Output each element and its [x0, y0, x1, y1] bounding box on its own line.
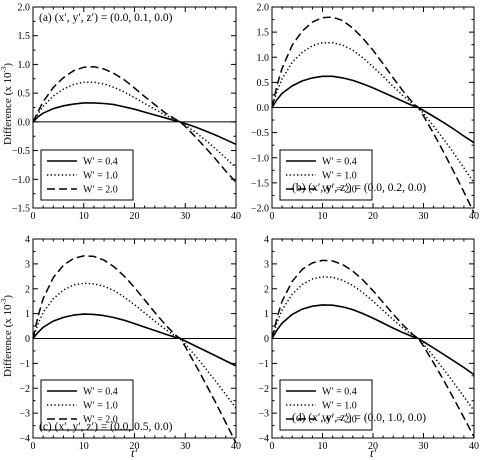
y-axis-label-bottom: Difference (x 10-3): [0, 295, 14, 377]
y-tick-label: −2: [258, 384, 269, 395]
x-tick-label: 30: [419, 211, 429, 222]
panel-b: 0 10 20 30 40 −2.0 −1.5 −1.0 −0.5 0.0 0.5 1.0 1.5 2.0…: [251, 3, 479, 223]
x-tick-label: 30: [180, 211, 190, 222]
x-tick-label: 10: [79, 211, 89, 222]
legend-label: W′ = 1.0: [83, 401, 118, 412]
legend-label: W′ = 1.0: [322, 401, 357, 412]
x-axis-label-right: t′: [370, 446, 376, 460]
x-tick-label: 20: [368, 211, 378, 222]
y-tick-label: 2.0: [257, 3, 270, 14]
y-tick-label: 4: [264, 235, 269, 246]
x-tick-label: 20: [368, 441, 378, 452]
y-tick-label: 1.0: [257, 53, 270, 64]
y-tick-label: −1: [258, 359, 269, 370]
panel-c: 0 10 20 30 40 −4 −3 −2 −1 0 1 2 3 4 W′ = 0.4 W′ = 1.0 W′…: [19, 235, 241, 453]
y-tick-label: 2: [264, 284, 269, 295]
x-tick-label: 0: [270, 441, 275, 452]
series-line-dotted: [32, 81, 237, 169]
legend-box: [279, 149, 373, 201]
y-tick-label: −1.5: [251, 178, 269, 189]
x-tick-label: 40: [231, 211, 241, 222]
y-tick-label: −2: [19, 384, 30, 395]
series-line-dotted: [271, 41, 475, 184]
y-tick-label: −0.5: [251, 128, 269, 139]
series-line-dashed: [32, 65, 237, 183]
x-tick-label: 0: [31, 441, 36, 452]
x-tick-label: 40: [469, 441, 479, 452]
x-tick-label: 30: [419, 441, 429, 452]
x-tick-label: 0: [270, 211, 275, 222]
y-tick-label: 0: [264, 334, 269, 345]
panel-annotation: (b) (x′, y′, z′) = (0.0, 0.2, 0.0): [292, 182, 426, 194]
y-tick-label: 0.5: [18, 89, 31, 100]
legend-label: W′ = 2.0: [322, 415, 357, 426]
panel-annotation: (d) (x′, y′, z′) = (0.0, 1.0, 0.0): [292, 412, 426, 424]
y-tick-label: −1: [19, 359, 30, 370]
series-line-dashed: [271, 259, 475, 438]
x-tick-label: 0: [31, 211, 36, 222]
series-line-solid: [32, 102, 237, 146]
y-tick-label: −1.5: [12, 204, 30, 215]
y-tick-label: −3: [19, 409, 30, 420]
x-tick-label: 40: [469, 211, 479, 222]
y-tick-label: 3: [25, 259, 30, 270]
legend-label: W′ = 1.0: [83, 171, 118, 182]
x-tick-label: 30: [180, 441, 190, 452]
y-tick-label: 0: [25, 334, 30, 345]
y-tick-label: 3: [264, 259, 269, 270]
y-tick-label: 2.0: [18, 3, 31, 14]
y-tick-label: 0.0: [18, 117, 31, 128]
y-tick-label: −0.5: [12, 146, 30, 157]
legend-label: W′ = 0.4: [83, 157, 118, 168]
legend-label: W′ = 0.4: [322, 157, 357, 168]
x-axis-label-left: t′: [131, 446, 137, 460]
series-line-solid: [271, 304, 475, 376]
y-axis-label-top: Difference (x 10-3): [0, 63, 14, 145]
series-line-dashed: [32, 255, 237, 444]
y-tick-label: −4: [19, 434, 30, 445]
y-tick-label: 1.5: [18, 31, 31, 42]
panel-annotation: (a) (x′, y′, z′) = (0.0, 0.1, 0.0): [39, 12, 173, 24]
series-line-dotted: [271, 276, 475, 412]
y-tick-label: 0.0: [257, 103, 270, 114]
panel-d: 0 10 20 30 40 −4 −3 −2 −1 0 1 2 3 4 W′ = 0.4 W′ = 1.0 W′…: [258, 235, 479, 453]
y-tick-label: −1.0: [251, 153, 269, 164]
series-line-solid: [32, 313, 237, 367]
legend-label: W′ = 0.4: [83, 387, 118, 398]
y-tick-label: 1.0: [18, 60, 31, 71]
x-tick-label: 20: [130, 441, 140, 452]
x-tick-label: 10: [318, 441, 328, 452]
series-line-solid: [271, 75, 475, 144]
legend-label: W′ = 2.0: [83, 415, 118, 426]
y-tick-label: −4: [258, 434, 269, 445]
legend-box: [40, 379, 134, 431]
y-tick-label: −2.0: [251, 204, 269, 215]
y-tick-label: 1.5: [257, 28, 270, 39]
y-tick-label: 2: [25, 284, 30, 295]
panel-a: 0 10 20 30 40 −1.5 −1.0 −0.5 0.0 0.5 1.0 1.5 2.0 W′ =…: [12, 3, 241, 223]
x-tick-label: 10: [79, 441, 89, 452]
x-tick-label: 10: [318, 211, 328, 222]
y-tick-label: −1.0: [12, 175, 30, 186]
y-tick-label: 4: [25, 235, 30, 246]
legend-label: W′ = 0.4: [322, 387, 357, 398]
x-tick-label: 40: [231, 441, 241, 452]
x-tick-label: 20: [130, 211, 140, 222]
y-tick-label: −3: [258, 409, 269, 420]
y-tick-label: 1: [264, 309, 269, 320]
legend-label: W′ = 2.0: [83, 185, 118, 196]
legend-box: [279, 379, 373, 431]
y-tick-label: 1: [25, 309, 30, 320]
legend-label: W′ = 1.0: [322, 171, 357, 182]
series-line-dashed: [271, 16, 475, 214]
panel-annotation: (c) (x′, y′, z′) = (0.0, 0.5, 0.0): [39, 421, 173, 433]
legend-box: [40, 149, 134, 201]
y-tick-label: 0.5: [257, 78, 270, 89]
legend-label: W′ = 2.0: [322, 185, 357, 196]
